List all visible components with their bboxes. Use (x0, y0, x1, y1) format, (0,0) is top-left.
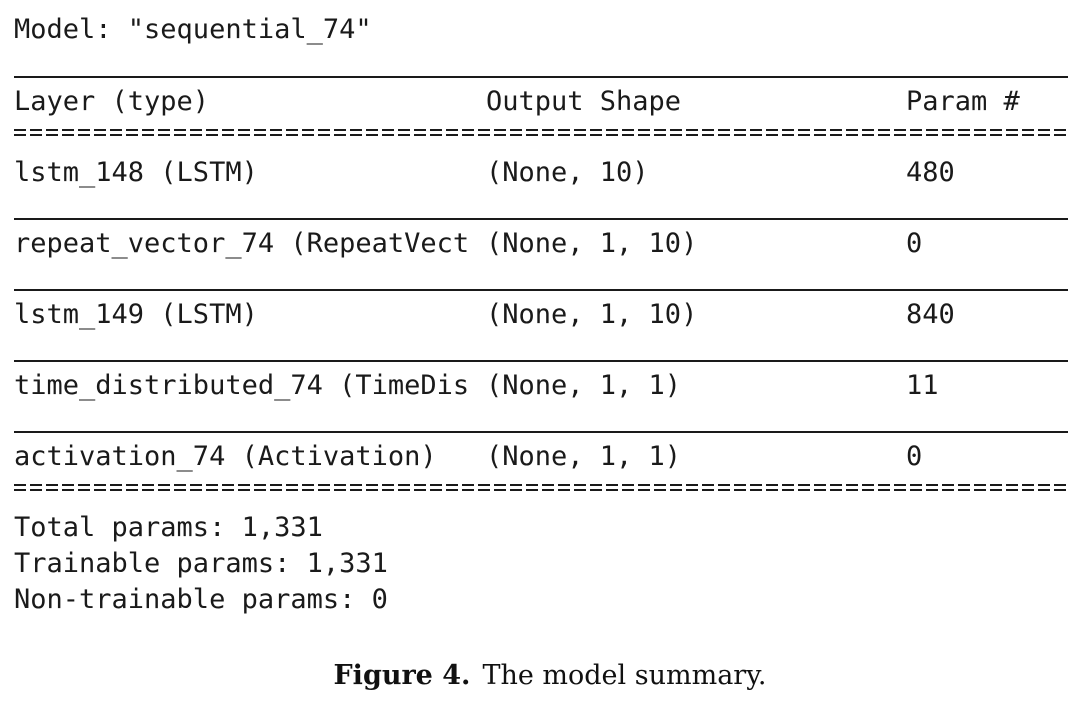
row-param: 0 (906, 441, 923, 472)
row-output-shape: (None, 10) (486, 157, 649, 188)
non-trainable-params: Non-trainable params: 0 (14, 584, 388, 615)
row-output-shape: (None, 1, 10) (486, 228, 698, 259)
total-params: Total params: 1,331 (14, 512, 323, 543)
row-output-shape: (None, 1, 10) (486, 299, 698, 330)
header-double-rule (14, 129, 1068, 136)
row-param: 0 (906, 228, 923, 259)
row-divider (14, 289, 1068, 291)
row-param: 480 (906, 157, 955, 188)
figure-caption-text: The model summary. (482, 660, 767, 691)
model-title: Model: "sequential_74" (14, 14, 372, 45)
figure-caption: Figure 4. The model summary. (0, 660, 1080, 691)
header-output-shape: Output Shape (486, 86, 682, 117)
row-layer: activation_74 (Activation) (14, 441, 437, 472)
header-param: Param # (906, 86, 1020, 117)
row-layer: lstm_148 (LSTM) (14, 157, 258, 188)
row-layer: repeat_vector_74 (RepeatVect (14, 228, 470, 259)
figure-label: Figure 4. (333, 660, 471, 691)
header-layer: Layer (type) (14, 86, 210, 117)
row-layer: time_distributed_74 (TimeDis (14, 370, 470, 401)
totals-double-rule (14, 484, 1068, 491)
row-output-shape: (None, 1, 1) (486, 441, 682, 472)
row-divider (14, 218, 1068, 220)
row-param: 840 (906, 299, 955, 330)
trainable-params: Trainable params: 1,331 (14, 548, 388, 579)
row-divider (14, 431, 1068, 433)
row-divider (14, 360, 1068, 362)
row-layer: lstm_149 (LSTM) (14, 299, 258, 330)
top-rule (14, 76, 1068, 78)
row-output-shape: (None, 1, 1) (486, 370, 682, 401)
row-param: 11 (906, 370, 939, 401)
